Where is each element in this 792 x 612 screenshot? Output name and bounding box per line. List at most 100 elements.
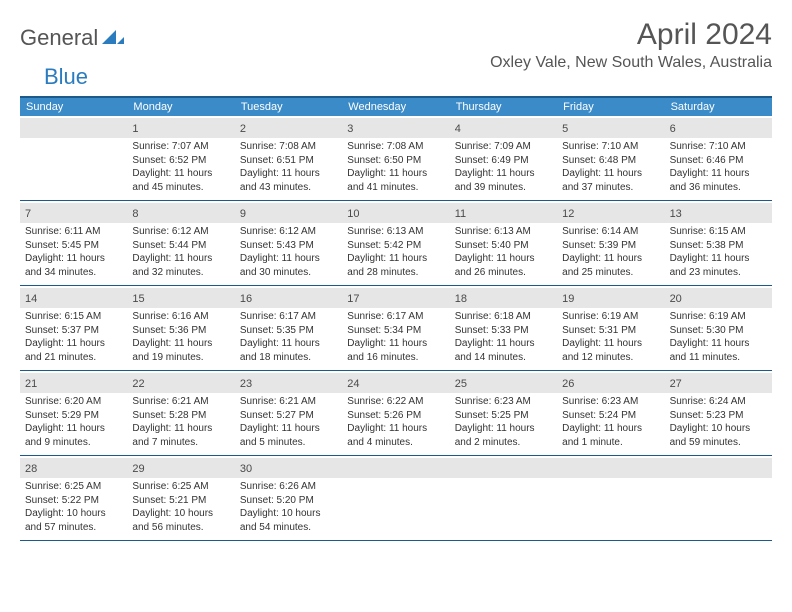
day-cell: 17Sunrise: 6:17 AMSunset: 5:34 PMDayligh… xyxy=(342,286,449,370)
day-number-row-empty xyxy=(450,458,557,478)
day-cell: 24Sunrise: 6:22 AMSunset: 5:26 PMDayligh… xyxy=(342,371,449,455)
day-line-d1: Daylight: 10 hours xyxy=(25,507,122,521)
day-line-sr: Sunrise: 6:19 AM xyxy=(562,310,659,324)
day-line-d2: and 57 minutes. xyxy=(25,521,122,535)
day-line-d2: and 56 minutes. xyxy=(132,521,229,535)
weekday-header: Sunday Monday Tuesday Wednesday Thursday… xyxy=(20,98,772,116)
day-text: Sunrise: 6:17 AMSunset: 5:34 PMDaylight:… xyxy=(347,310,444,364)
day-line-sr: Sunrise: 6:17 AM xyxy=(240,310,337,324)
day-text: Sunrise: 6:23 AMSunset: 5:24 PMDaylight:… xyxy=(562,395,659,449)
day-line-d2: and 2 minutes. xyxy=(455,436,552,450)
calendar-page: General April 2024 Oxley Vale, New South… xyxy=(0,0,792,541)
day-text: Sunrise: 6:12 AMSunset: 5:43 PMDaylight:… xyxy=(240,225,337,279)
day-number-row: 25 xyxy=(450,373,557,393)
day-text: Sunrise: 6:11 AMSunset: 5:45 PMDaylight:… xyxy=(25,225,122,279)
day-number-row: 21 xyxy=(20,373,127,393)
day-number: 2 xyxy=(240,123,246,135)
day-line-ss: Sunset: 5:30 PM xyxy=(670,324,767,338)
day-line-sr: Sunrise: 7:09 AM xyxy=(455,140,552,154)
day-number: 6 xyxy=(670,123,676,135)
day-line-ss: Sunset: 5:35 PM xyxy=(240,324,337,338)
day-number-row: 13 xyxy=(665,203,772,223)
day-line-d1: Daylight: 11 hours xyxy=(240,252,337,266)
day-number: 24 xyxy=(347,378,359,390)
day-line-d1: Daylight: 11 hours xyxy=(455,167,552,181)
day-cell: 10Sunrise: 6:13 AMSunset: 5:42 PMDayligh… xyxy=(342,201,449,285)
day-text: Sunrise: 6:14 AMSunset: 5:39 PMDaylight:… xyxy=(562,225,659,279)
day-line-sr: Sunrise: 6:25 AM xyxy=(132,480,229,494)
day-number-row: 12 xyxy=(557,203,664,223)
day-line-ss: Sunset: 5:24 PM xyxy=(562,409,659,423)
day-cell: 1Sunrise: 7:07 AMSunset: 6:52 PMDaylight… xyxy=(127,116,234,200)
day-line-d1: Daylight: 11 hours xyxy=(240,337,337,351)
day-number: 22 xyxy=(132,378,144,390)
day-line-sr: Sunrise: 7:10 AM xyxy=(670,140,767,154)
day-cell: 3Sunrise: 7:08 AMSunset: 6:50 PMDaylight… xyxy=(342,116,449,200)
week-row: 1Sunrise: 7:07 AMSunset: 6:52 PMDaylight… xyxy=(20,116,772,201)
week-row: 14Sunrise: 6:15 AMSunset: 5:37 PMDayligh… xyxy=(20,286,772,371)
day-text: Sunrise: 6:25 AMSunset: 5:22 PMDaylight:… xyxy=(25,480,122,534)
weekday-fri: Friday xyxy=(557,98,664,116)
day-number: 1 xyxy=(132,123,138,135)
header-right: April 2024 Oxley Vale, New South Wales, … xyxy=(490,18,772,72)
day-line-ss: Sunset: 5:38 PM xyxy=(670,239,767,253)
day-line-d1: Daylight: 10 hours xyxy=(670,422,767,436)
day-line-d1: Daylight: 11 hours xyxy=(25,252,122,266)
day-line-d1: Daylight: 10 hours xyxy=(132,507,229,521)
day-line-ss: Sunset: 5:26 PM xyxy=(347,409,444,423)
day-line-d2: and 30 minutes. xyxy=(240,266,337,280)
logo: General xyxy=(20,18,124,52)
day-line-d1: Daylight: 11 hours xyxy=(347,337,444,351)
day-line-sr: Sunrise: 6:23 AM xyxy=(562,395,659,409)
day-cell-empty xyxy=(557,456,664,540)
day-number-row: 2 xyxy=(235,118,342,138)
day-number: 30 xyxy=(240,463,252,475)
day-number: 5 xyxy=(562,123,568,135)
day-cell: 6Sunrise: 7:10 AMSunset: 6:46 PMDaylight… xyxy=(665,116,772,200)
day-text: Sunrise: 7:08 AMSunset: 6:51 PMDaylight:… xyxy=(240,140,337,194)
day-number: 11 xyxy=(455,208,466,220)
day-text: Sunrise: 6:17 AMSunset: 5:35 PMDaylight:… xyxy=(240,310,337,364)
day-line-d2: and 59 minutes. xyxy=(670,436,767,450)
day-number-row-empty xyxy=(342,458,449,478)
day-line-sr: Sunrise: 6:22 AM xyxy=(347,395,444,409)
day-cell: 20Sunrise: 6:19 AMSunset: 5:30 PMDayligh… xyxy=(665,286,772,370)
day-line-ss: Sunset: 6:48 PM xyxy=(562,154,659,168)
day-line-d2: and 28 minutes. xyxy=(347,266,444,280)
day-line-d2: and 11 minutes. xyxy=(670,351,767,365)
day-line-d1: Daylight: 11 hours xyxy=(25,337,122,351)
day-line-d2: and 26 minutes. xyxy=(455,266,552,280)
day-line-d1: Daylight: 11 hours xyxy=(455,252,552,266)
day-text: Sunrise: 6:24 AMSunset: 5:23 PMDaylight:… xyxy=(670,395,767,449)
day-line-d1: Daylight: 11 hours xyxy=(562,422,659,436)
day-number-row: 11 xyxy=(450,203,557,223)
day-line-sr: Sunrise: 6:20 AM xyxy=(25,395,122,409)
day-line-sr: Sunrise: 6:15 AM xyxy=(25,310,122,324)
day-line-ss: Sunset: 5:34 PM xyxy=(347,324,444,338)
day-cell: 30Sunrise: 6:26 AMSunset: 5:20 PMDayligh… xyxy=(235,456,342,540)
day-cell: 2 Sunrise: 7:08 AMSunset: 6:51 PMDaylight… xyxy=(235,116,342,200)
day-cell: 14Sunrise: 6:15 AMSunset: 5:37 PMDayligh… xyxy=(20,286,127,370)
day-cell: 19Sunrise: 6:19 AMSunset: 5:31 PMDayligh… xyxy=(557,286,664,370)
day-line-ss: Sunset: 5:27 PM xyxy=(240,409,337,423)
day-number: 16 xyxy=(240,293,252,305)
day-line-sr: Sunrise: 6:18 AM xyxy=(455,310,552,324)
day-line-ss: Sunset: 5:20 PM xyxy=(240,494,337,508)
day-line-ss: Sunset: 5:42 PM xyxy=(347,239,444,253)
day-line-d1: Daylight: 11 hours xyxy=(670,337,767,351)
day-number-row: 15 xyxy=(127,288,234,308)
day-line-ss: Sunset: 6:46 PM xyxy=(670,154,767,168)
day-line-sr: Sunrise: 7:10 AM xyxy=(562,140,659,154)
day-text: Sunrise: 7:08 AMSunset: 6:50 PMDaylight:… xyxy=(347,140,444,194)
day-cell: 25Sunrise: 6:23 AMSunset: 5:25 PMDayligh… xyxy=(450,371,557,455)
day-number-row: 3 xyxy=(342,118,449,138)
day-line-ss: Sunset: 5:25 PM xyxy=(455,409,552,423)
day-line-ss: Sunset: 5:21 PM xyxy=(132,494,229,508)
day-line-d2: and 45 minutes. xyxy=(132,181,229,195)
day-text: Sunrise: 6:16 AMSunset: 5:36 PMDaylight:… xyxy=(132,310,229,364)
day-line-sr: Sunrise: 6:17 AM xyxy=(347,310,444,324)
day-cell: 15Sunrise: 6:16 AMSunset: 5:36 PMDayligh… xyxy=(127,286,234,370)
day-line-ss: Sunset: 6:51 PM xyxy=(240,154,337,168)
day-number: 18 xyxy=(455,293,467,305)
day-line-sr: Sunrise: 6:15 AM xyxy=(670,225,767,239)
